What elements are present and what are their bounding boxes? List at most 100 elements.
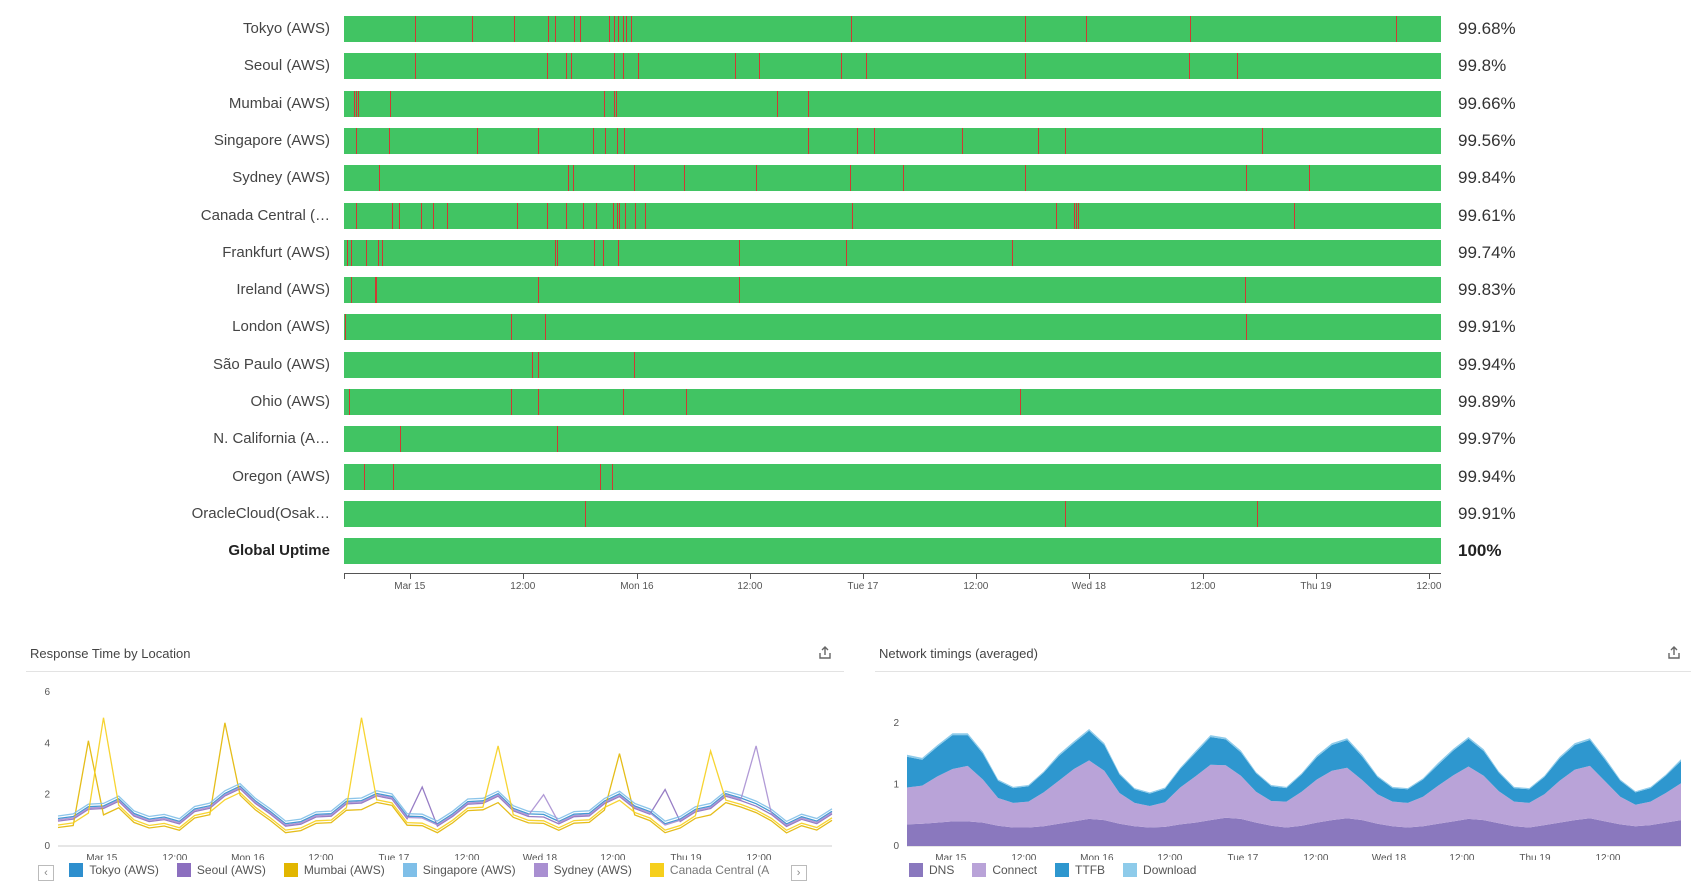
outage-marker[interactable] [850,16,852,42]
outage-marker[interactable] [350,239,352,266]
outage-marker[interactable] [631,16,633,42]
outage-marker[interactable] [846,239,848,266]
uptime-bar[interactable] [344,277,1441,304]
outage-marker[interactable] [388,127,390,154]
outage-marker[interactable] [1025,165,1027,192]
outage-marker[interactable] [622,389,624,415]
legend-prev-button[interactable]: ‹ [38,865,54,881]
outage-marker[interactable] [851,202,853,229]
outage-marker[interactable] [593,127,595,154]
legend-item[interactable]: Canada Central (A [649,862,769,877]
uptime-bar[interactable] [344,90,1441,117]
outage-marker[interactable] [382,239,384,266]
legend-item[interactable]: Singapore (AWS) [402,862,516,877]
outage-marker[interactable] [613,90,615,117]
outage-marker[interactable] [356,127,358,154]
outage-marker[interactable] [1244,277,1246,304]
outage-marker[interactable] [1025,53,1027,80]
outage-marker[interactable] [617,202,619,229]
uptime-bar[interactable] [344,538,1441,565]
outage-marker[interactable] [554,16,556,42]
outage-marker[interactable] [738,277,740,304]
uptime-bar[interactable] [344,202,1441,229]
outage-marker[interactable] [1025,16,1027,42]
outage-marker[interactable] [1256,500,1258,527]
outage-marker[interactable] [758,53,760,80]
outage-marker[interactable] [415,53,417,80]
outage-marker[interactable] [574,16,576,42]
outage-marker[interactable] [618,16,620,42]
outage-marker[interactable] [345,314,347,341]
outage-marker[interactable] [618,239,620,266]
outage-marker[interactable] [358,90,360,117]
outage-marker[interactable] [1236,53,1238,80]
outage-marker[interactable] [1188,53,1190,80]
outage-marker[interactable] [777,90,779,117]
outage-marker[interactable] [544,314,546,341]
outage-marker[interactable] [738,239,740,266]
uptime-bar[interactable] [344,426,1441,453]
outage-marker[interactable] [1055,202,1057,229]
outage-marker[interactable] [565,53,567,80]
outage-marker[interactable] [374,277,376,304]
outage-marker[interactable] [624,202,626,229]
outage-marker[interactable] [756,165,758,192]
outage-marker[interactable] [609,16,611,42]
outage-marker[interactable] [379,165,381,192]
outage-marker[interactable] [1012,239,1014,266]
outage-marker[interactable] [538,277,540,304]
legend-item[interactable]: Mumbai (AWS) [283,862,385,877]
outage-marker[interactable] [1396,16,1398,42]
outage-marker[interactable] [602,239,604,266]
uptime-bar[interactable] [344,500,1441,527]
outage-marker[interactable] [686,389,688,415]
outage-marker[interactable] [517,202,519,229]
outage-marker[interactable] [1309,165,1311,192]
outage-marker[interactable] [579,16,581,42]
outage-marker[interactable] [637,53,639,80]
outage-marker[interactable] [378,239,379,266]
outage-marker[interactable] [903,165,905,192]
outage-marker[interactable] [365,239,367,266]
outage-marker[interactable] [363,463,365,490]
outage-marker[interactable] [556,239,558,266]
outage-marker[interactable] [633,351,635,378]
outage-marker[interactable] [356,202,358,229]
outage-marker[interactable] [684,165,686,192]
legend-item[interactable]: Tokyo (AWS) [69,862,159,877]
outage-marker[interactable] [420,202,422,229]
outage-marker[interactable] [392,202,394,229]
outage-marker[interactable] [510,314,512,341]
outage-marker[interactable] [612,202,614,229]
outage-marker[interactable] [1064,127,1066,154]
uptime-bar[interactable] [344,463,1441,490]
outage-marker[interactable] [961,127,963,154]
outage-marker[interactable] [625,16,627,42]
outage-marker[interactable] [603,90,605,117]
outage-marker[interactable] [350,277,352,304]
uptime-bar[interactable] [344,16,1441,42]
legend-item[interactable]: TTFB [1055,862,1105,877]
outage-marker[interactable] [510,389,512,415]
outage-marker[interactable] [1038,127,1040,154]
outage-marker[interactable] [611,463,613,490]
outage-marker[interactable] [1075,202,1077,229]
outage-marker[interactable] [415,16,417,42]
outage-marker[interactable] [599,463,601,490]
outage-marker[interactable] [634,202,636,229]
outage-marker[interactable] [808,90,810,117]
outage-marker[interactable] [538,127,540,154]
outage-marker[interactable] [476,127,478,154]
legend-next-button[interactable]: › [790,865,807,881]
outage-marker[interactable] [613,53,615,80]
outage-marker[interactable] [617,127,619,154]
outage-marker[interactable] [633,165,635,192]
outage-marker[interactable] [432,202,434,229]
outage-marker[interactable] [605,127,607,154]
share-export-icon[interactable] [1665,644,1683,662]
uptime-bar[interactable] [344,351,1441,378]
uptime-bar[interactable] [344,53,1441,80]
outage-marker[interactable] [619,202,621,229]
legend-item[interactable]: DNS [909,862,954,877]
outage-marker[interactable] [567,165,569,192]
